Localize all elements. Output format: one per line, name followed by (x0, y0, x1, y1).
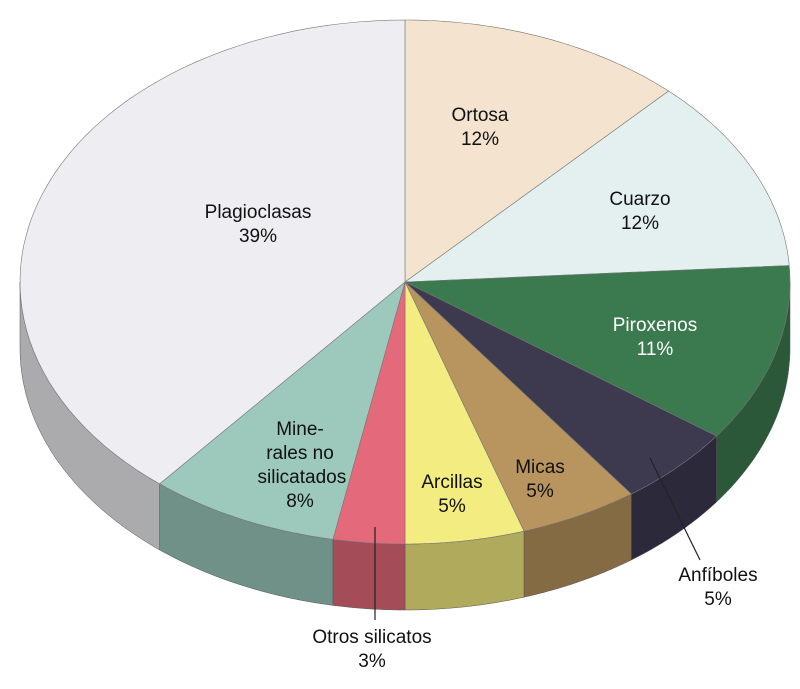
slice-label: Plagioclasas 39% (168, 201, 348, 249)
slice-label: Mine-rales no silicatados 8% (257, 418, 347, 514)
slice-label: Arcillas 5% (392, 471, 512, 519)
category-label: Piroxenos (612, 315, 698, 336)
category-label: Cuarzo (609, 189, 671, 210)
slice-label: Cuarzo 12% (560, 188, 720, 236)
slice-label: Piroxenos 11% (575, 314, 735, 362)
slice (404, 281, 525, 545)
slice-label: Ortosa 12% (400, 104, 560, 152)
value-label: 5% (526, 481, 554, 502)
slice (404, 281, 632, 532)
value-label: 3% (358, 651, 386, 672)
category-label: Micas (515, 457, 565, 478)
category-label: Otros silicatos (312, 627, 432, 648)
category-label: Plagioclasas (204, 202, 312, 223)
slice-side (332, 539, 406, 611)
slice (404, 281, 718, 495)
value-label: 8% (286, 491, 314, 512)
value-label: 5% (438, 496, 466, 517)
slice (404, 265, 791, 437)
value-label: 12% (620, 213, 660, 234)
slice (159, 281, 406, 540)
value-label: 5% (704, 589, 732, 610)
value-label: 11% (636, 339, 674, 360)
value-label: 39% (238, 226, 278, 247)
slice-label: Anfíboles 5% (638, 564, 798, 612)
slice-label: Otros silicatos 3% (282, 626, 462, 674)
category-label: Arcillas (421, 472, 483, 493)
slice-label: Micas 5% (480, 456, 600, 504)
category-label: Anfíboles (678, 565, 758, 586)
slice (404, 19, 670, 283)
value-label: 12% (460, 129, 500, 150)
slice (332, 281, 406, 545)
leader-line (649, 457, 701, 561)
slice (19, 19, 406, 485)
slice (404, 90, 790, 283)
category-label: Ortosa (451, 105, 509, 126)
category-label: Mine-rales no silicatados (257, 419, 347, 488)
